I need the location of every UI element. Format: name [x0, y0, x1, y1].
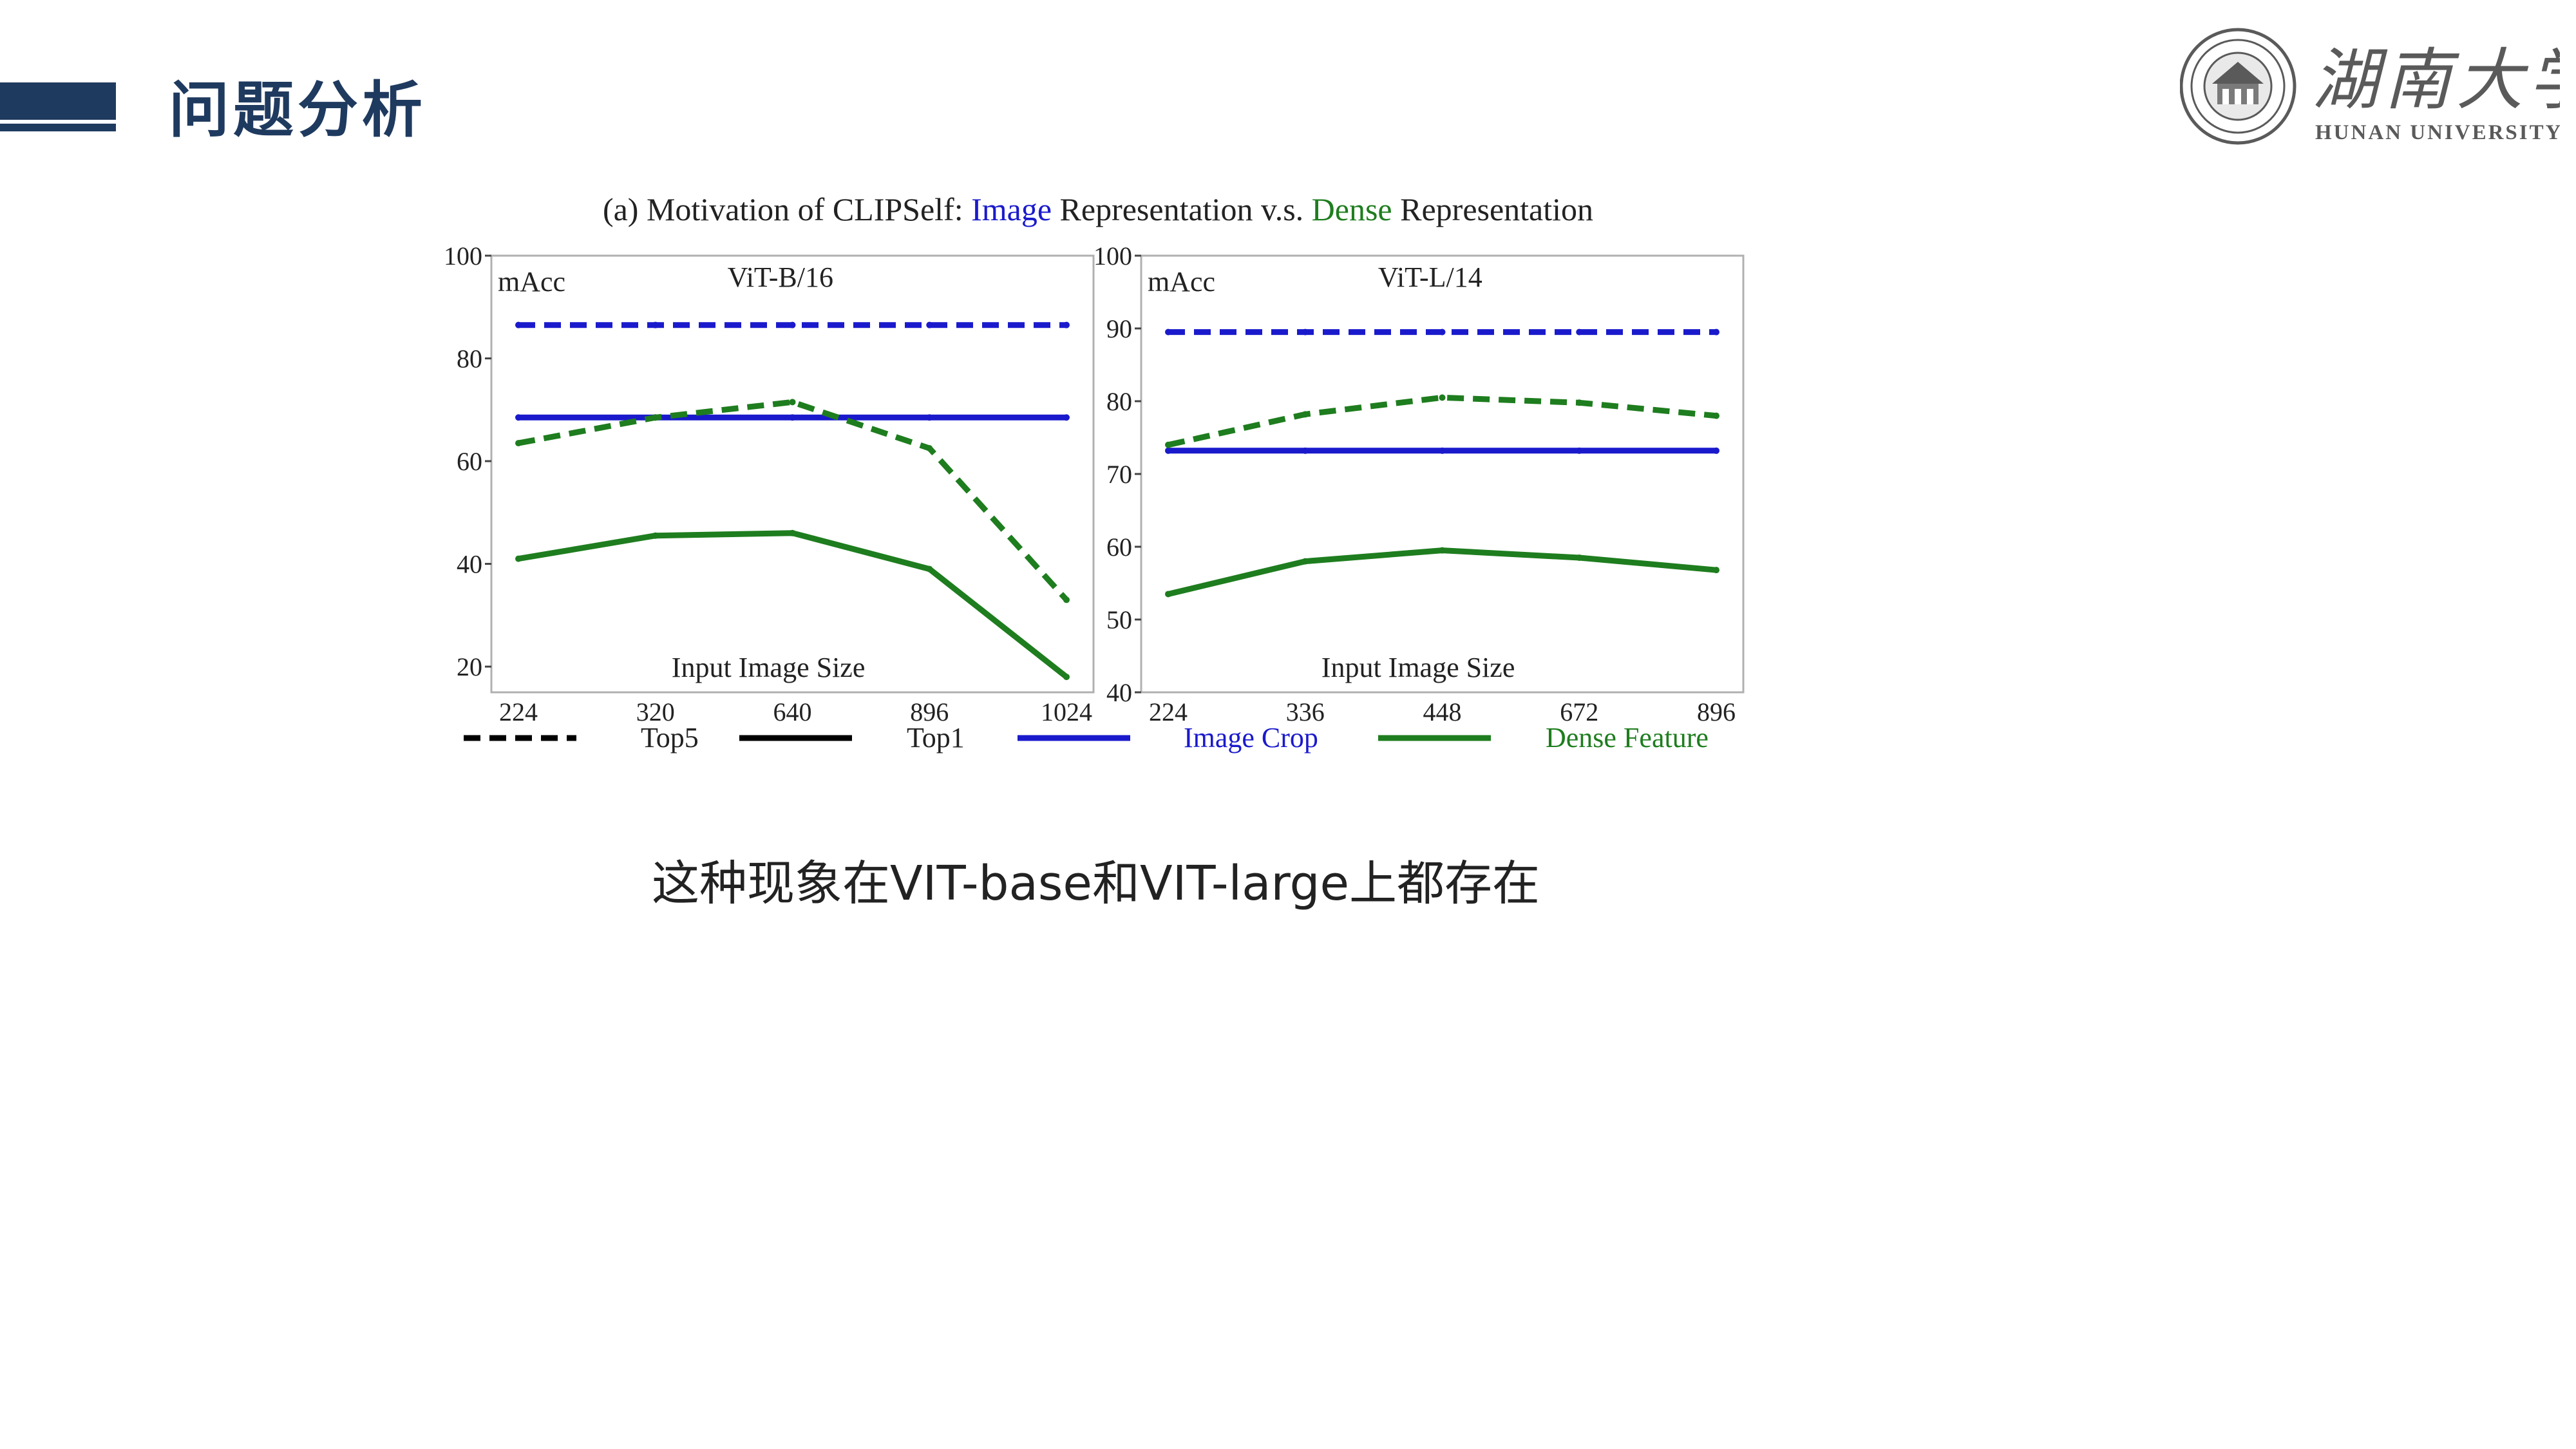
y-tick-label: 100 [444, 242, 482, 270]
figure-legend: Top5 Top1 Image Crop Dense Feature [464, 722, 1709, 753]
data-point [789, 399, 796, 406]
y-tick-label: 80 [457, 345, 482, 374]
x-tick-label: 672 [1560, 697, 1598, 726]
data-point [1063, 596, 1070, 603]
y-tick-label: 40 [457, 550, 482, 579]
data-point [1063, 674, 1070, 681]
data-point [652, 321, 659, 328]
data-point [789, 321, 796, 328]
logo-name-en: HUNAN UNIVERSITY [2315, 121, 2560, 144]
x-tick-label: 1024 [1041, 697, 1092, 726]
data-point [1302, 558, 1309, 565]
data-point [652, 532, 659, 539]
series-line-dense-feature-top5 [518, 399, 1069, 602]
data-point [515, 440, 522, 447]
data-point [652, 414, 659, 421]
chart-vit-l14: 40 50 60 70 80 90 100 224 336 448 672 896 ViT-L/14 mA… [1094, 242, 1745, 726]
data-point [1713, 328, 1719, 336]
data-point [1165, 591, 1171, 598]
data-point [1576, 447, 1583, 454]
y-tick-label: 100 [1094, 242, 1132, 270]
y-tick-label: 60 [457, 447, 482, 476]
data-point [789, 414, 796, 421]
data-point [1439, 328, 1446, 336]
data-point [1713, 567, 1719, 574]
x-tick-label: 336 [1286, 697, 1325, 726]
data-point [1063, 414, 1070, 421]
x-tick-label: 448 [1423, 697, 1462, 726]
y-axis-label: mAcc [498, 266, 565, 298]
legend-label: Image Crop [1184, 722, 1318, 753]
figure-title-part: Representation v.s. [1052, 191, 1312, 227]
y-tick-label: 80 [1106, 387, 1132, 416]
clipself-motivation-figure: (a) Motivation of CLIPSelf: Image Repres… [444, 191, 1745, 753]
figure-title: (a) Motivation of CLIPSelf: Image Repres… [603, 191, 1593, 227]
data-point [1165, 447, 1171, 454]
logo-name-cn: 湖南大学 [2312, 44, 2560, 118]
x-tick-label: 320 [636, 697, 675, 726]
data-point [1439, 447, 1446, 454]
header-accent-underline [0, 120, 116, 131]
chart-vit-b16: 20 40 60 80 100 224 320 640 896 1024 ViT-B/16 mAcc I… [444, 242, 1095, 726]
university-logo: 湖南大学 HUNAN UNIVERSITY [2180, 28, 2560, 145]
y-axis-label: mAcc [1148, 266, 1215, 298]
data-point [926, 414, 933, 421]
data-point [926, 565, 933, 573]
plot-frame [1140, 254, 1745, 694]
x-tick-label: 896 [1697, 697, 1736, 726]
y-tick-label: 90 [1106, 314, 1132, 343]
data-point [1576, 399, 1583, 406]
legend-label: Top1 [907, 722, 965, 753]
data-point [789, 529, 796, 536]
x-tick-label: 896 [910, 697, 949, 726]
slide-caption: 这种现象在VIT-base和VIT-large上都存在 [652, 856, 1540, 911]
data-point [1165, 328, 1171, 336]
series-line-dense-feature-top5 [1168, 394, 1717, 448]
data-point [1713, 412, 1719, 419]
figure-title-part: Dense [1312, 191, 1392, 227]
figure-title-part: Image [971, 191, 1052, 227]
figure-title-part: (a) Motivation of CLIPSelf: [603, 191, 971, 227]
data-point [1302, 447, 1309, 454]
data-point [1302, 411, 1309, 418]
data-point [1063, 321, 1070, 328]
y-tick-label: 60 [1106, 533, 1132, 562]
y-tick-label: 70 [1106, 460, 1132, 489]
figure-title-part: Representation [1392, 191, 1593, 227]
legend-label: Dense Feature [1546, 722, 1709, 753]
legend-label: Top5 [641, 722, 699, 753]
data-point [926, 321, 933, 328]
data-point [1439, 394, 1446, 401]
data-point [1576, 328, 1583, 336]
chart-title: ViT-B/16 [728, 261, 833, 293]
y-tick-label: 20 [457, 652, 482, 681]
university-seal-icon [2180, 28, 2297, 145]
data-point [1713, 447, 1719, 454]
data-point [1439, 547, 1446, 554]
y-tick-label: 40 [1106, 678, 1132, 707]
data-point [515, 555, 522, 562]
x-tick-label: 640 [773, 697, 812, 726]
data-point [1302, 328, 1309, 336]
data-point [515, 414, 522, 421]
x-axis-label: Input Image Size [1321, 652, 1515, 683]
x-tick-label: 224 [499, 697, 538, 726]
data-point [1165, 441, 1171, 448]
x-axis-label: Input Image Size [672, 652, 866, 683]
data-point [926, 445, 933, 452]
data-point [1576, 554, 1583, 561]
y-tick-label: 50 [1106, 605, 1132, 634]
slide-title: 问题分析 [169, 75, 427, 146]
chart-title: ViT-L/14 [1378, 261, 1482, 293]
data-point [515, 321, 522, 328]
x-tick-label: 224 [1149, 697, 1188, 726]
